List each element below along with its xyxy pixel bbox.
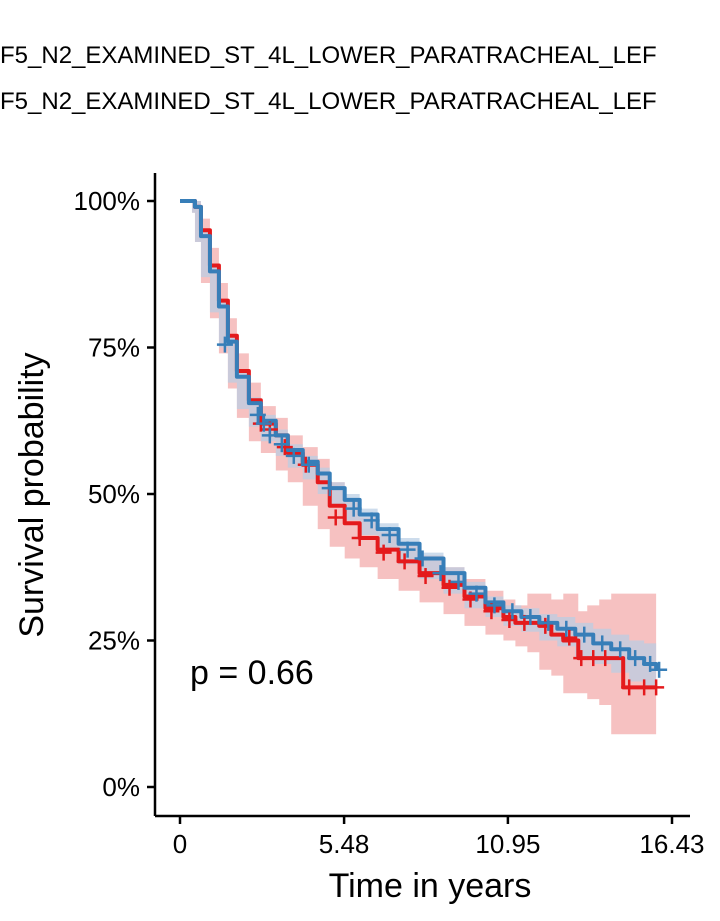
censor-mark-series-2 [381, 527, 398, 544]
censor-mark-series-2 [504, 603, 521, 620]
ci-band-series-2 [180, 201, 657, 688]
censor-mark-series-1 [561, 629, 578, 646]
censor-mark-series-1 [375, 544, 392, 561]
censor-mark-series-1 [597, 650, 614, 667]
censor-mark-series-1 [441, 579, 458, 596]
censor-mark-series-2 [576, 626, 593, 643]
survival-curve-series-2 [179, 199, 659, 670]
y-tick-label: 0% [102, 772, 140, 802]
censor-mark-series-2 [216, 336, 233, 353]
x-axis-title: Time in years [329, 867, 532, 905]
legend-label-series-1: F5_N2_EXAMINED_ST_4L_LOWER_PARATRACHEAL_… [0, 42, 657, 69]
x-tick-label: 0 [173, 829, 187, 859]
censor-mark-series-2 [594, 635, 611, 652]
censor-mark-series-2 [345, 500, 362, 517]
censor-mark-series-1 [537, 617, 554, 634]
censor-mark-series-2 [558, 620, 575, 637]
censor-mark-series-1 [276, 439, 293, 456]
censor-mark-series-2 [432, 565, 449, 582]
censor-mark-series-2 [273, 436, 290, 453]
censor-mark-series-2 [450, 573, 467, 590]
censor-mark-series-2 [300, 456, 317, 473]
censor-mark-series-1 [501, 611, 518, 628]
axes [153, 173, 690, 818]
censor-marks [216, 336, 668, 696]
censor-mark-series-1 [621, 679, 638, 696]
censor-mark-series-1 [648, 679, 665, 696]
y-tick-label: 50% [88, 479, 140, 509]
y-tick-label: 75% [88, 333, 140, 363]
censor-mark-series-2 [363, 512, 380, 529]
censor-mark-series-2 [651, 661, 668, 678]
axis-ticks: 0% 25% 50% 75% 100% 0 5.48 10.95 16.43 [74, 186, 705, 859]
censor-mark-series-1 [417, 568, 434, 585]
censor-mark-series-1 [327, 509, 344, 526]
censor-mark-series-2 [261, 427, 278, 444]
censor-mark-series-2 [321, 480, 338, 497]
ci-band-series-1 [180, 201, 657, 735]
censor-mark-series-2 [249, 406, 266, 423]
x-tick-label: 5.48 [319, 829, 370, 859]
censor-mark-series-2 [642, 655, 659, 672]
y-tick-label: 25% [88, 626, 140, 656]
censor-mark-series-2 [255, 415, 272, 432]
censor-mark-series-2 [399, 541, 416, 558]
censor-mark-series-1 [351, 529, 368, 546]
censor-mark-series-2 [612, 641, 629, 658]
y-tick-label: 100% [74, 186, 141, 216]
legend-label-series-2: F5_N2_EXAMINED_ST_4L_LOWER_PARATRACHEAL_… [0, 88, 657, 115]
censor-mark-series-2 [285, 447, 302, 464]
confidence-bands [180, 201, 657, 735]
censor-mark-series-2 [414, 550, 431, 567]
p-value-annotation: p = 0.66 [190, 654, 314, 692]
censor-mark-series-1 [396, 553, 413, 570]
x-tick-label: 16.43 [639, 829, 704, 859]
censor-mark-series-2 [540, 614, 557, 631]
censor-mark-series-2 [486, 597, 503, 614]
y-axis-title: Survival probability [13, 352, 51, 637]
censor-mark-series-2 [522, 609, 539, 626]
censor-mark-series-2 [468, 585, 485, 602]
censor-mark-series-2 [627, 650, 644, 667]
x-tick-label: 10.95 [475, 829, 540, 859]
